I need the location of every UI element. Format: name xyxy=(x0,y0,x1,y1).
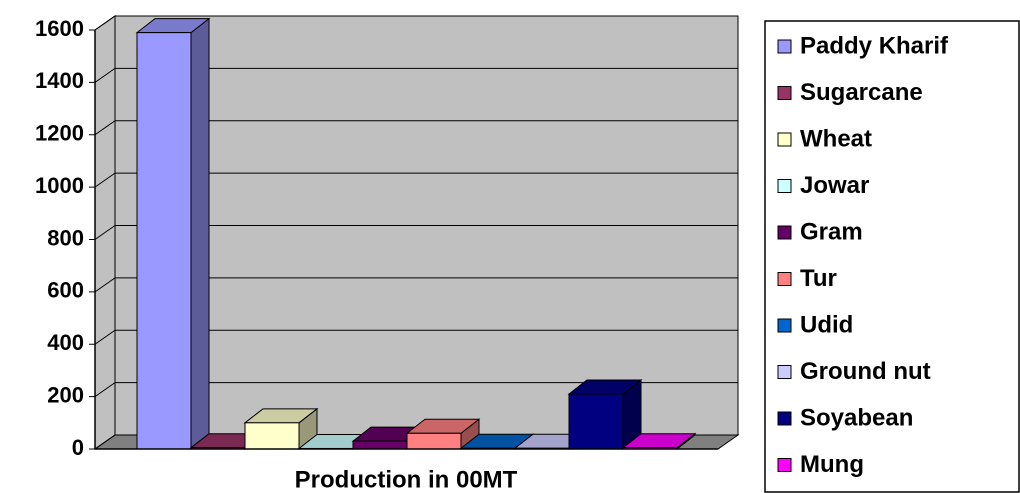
legend-label: Jowar xyxy=(800,172,869,199)
legend-label: Sugarcane xyxy=(800,79,923,106)
legend-label: Gram xyxy=(800,218,863,245)
bar xyxy=(136,32,192,450)
grid-line xyxy=(94,67,116,83)
legend xyxy=(764,20,1020,493)
y-tick-label: 800 xyxy=(47,225,84,250)
legend-label: Mung xyxy=(800,451,864,478)
y-tick-label: 1400 xyxy=(35,68,84,93)
bar-side xyxy=(190,17,210,451)
grid-line xyxy=(94,382,116,398)
legend-swatch xyxy=(777,365,792,379)
y-tick-label: 600 xyxy=(47,278,84,303)
legend-swatch xyxy=(777,411,792,426)
bar xyxy=(406,432,462,450)
legend-label: Ground nut xyxy=(800,358,931,385)
y-tick-label: 0 xyxy=(72,435,84,460)
legend-label: Soyabean xyxy=(800,404,913,431)
legend-swatch xyxy=(777,272,792,286)
grid-line xyxy=(94,15,116,31)
legend-label: Wheat xyxy=(800,125,872,152)
grid-line xyxy=(94,329,116,345)
legend-swatch xyxy=(777,225,792,240)
y-tick-label: 200 xyxy=(47,382,84,407)
grid-line xyxy=(94,277,116,293)
legend-label: Paddy Kharif xyxy=(800,32,949,59)
y-tick-label: 1200 xyxy=(35,121,84,146)
legend-swatch xyxy=(777,39,792,54)
grid-line xyxy=(94,120,116,136)
bar xyxy=(568,393,624,450)
y-tick-label: 400 xyxy=(47,330,84,355)
y-tick-label: 1600 xyxy=(35,16,84,41)
bar xyxy=(244,422,300,450)
legend-swatch xyxy=(777,458,792,472)
legend-label: Tur xyxy=(800,265,837,292)
legend-swatch xyxy=(777,318,792,333)
legend-label: Udid xyxy=(800,311,853,338)
x-category-label: Production in 00MT xyxy=(295,466,518,493)
y-tick-label: 1000 xyxy=(35,173,84,198)
legend-swatch xyxy=(777,86,792,100)
grid-line xyxy=(94,172,116,188)
legend-swatch xyxy=(777,132,792,147)
grid-line xyxy=(94,225,116,240)
bar xyxy=(352,440,408,450)
grid-line xyxy=(94,434,116,450)
legend-swatch xyxy=(777,179,792,193)
